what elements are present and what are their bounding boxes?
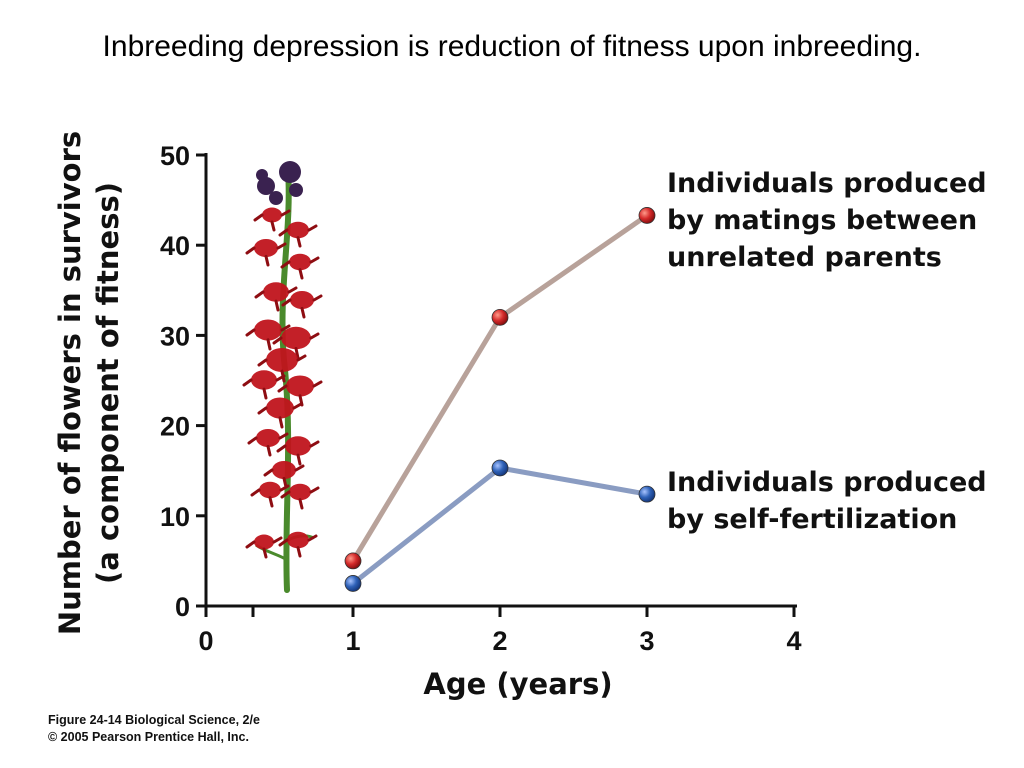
series-1-label-line-2: by matings between <box>667 205 977 236</box>
x-axis-title: Age (years) <box>423 667 612 701</box>
series-2-label-line-1: Individuals produced <box>667 467 987 498</box>
series-2-point <box>344 575 362 592</box>
caption-line-1: Figure 24-14 Biological Science, 2/e <box>48 713 260 727</box>
series-1-point <box>344 552 362 570</box>
series-1-line <box>350 212 650 564</box>
y-axis-subtitle: (a component of fitness) <box>91 182 125 584</box>
y-tick-label: 20 <box>160 412 190 442</box>
y-tick-label: 50 <box>160 141 190 171</box>
series-1-label-line-3: unrelated parents <box>667 242 942 273</box>
series-1-point <box>638 207 656 224</box>
series-2-point <box>491 459 509 477</box>
cardinal-flower-icon <box>242 161 323 593</box>
y-axis-title: Number of flowers in survivors <box>53 131 87 635</box>
series-2-point <box>638 485 656 503</box>
x-tick-label: 3 <box>639 626 654 656</box>
series-2-label-line-2: by self-fertilization <box>667 504 957 535</box>
x-tick-label: 2 <box>492 626 507 656</box>
series-1-point <box>491 308 509 326</box>
figure-caption: Figure 24-14 Biological Science, 2/e © 2… <box>48 712 260 746</box>
caption-line-2: © 2005 Pearson Prentice Hall, Inc. <box>48 730 249 744</box>
y-tick-label: 10 <box>160 502 190 532</box>
slide-title: Inbreeding depression is reduction of fi… <box>102 30 922 63</box>
y-tick-label: 0 <box>175 592 190 622</box>
series-1-label-line-1: Individuals produced <box>667 168 987 199</box>
y-tick-label: 30 <box>160 321 190 351</box>
x-tick-label: 0 <box>198 626 213 656</box>
x-tick-label: 1 <box>345 626 360 656</box>
y-tick-label: 40 <box>160 231 190 261</box>
x-tick-label: 4 <box>786 626 801 656</box>
